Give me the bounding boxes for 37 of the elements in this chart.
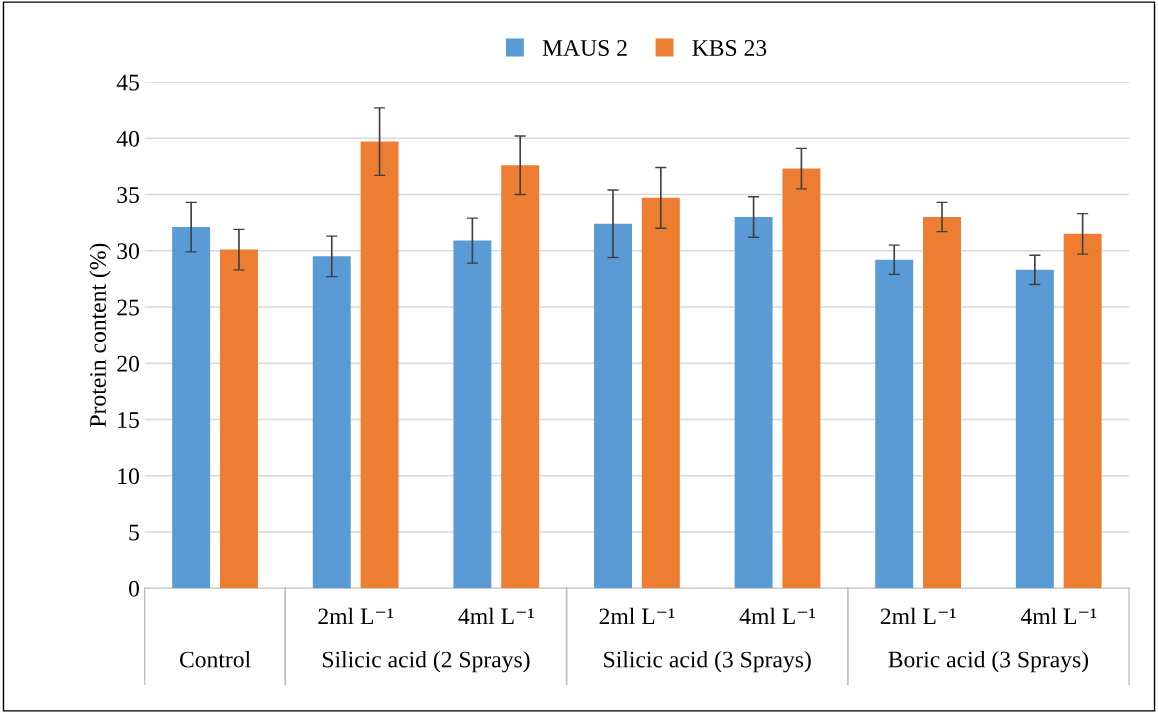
bar [360, 141, 399, 589]
bar [453, 240, 492, 589]
bar [501, 165, 540, 589]
bar [172, 227, 211, 589]
y-axis-title: Protein content (%) [89, 243, 111, 427]
bar [734, 216, 773, 589]
y-tick-label: 0 [128, 580, 139, 597]
text: Silicic acid (2 Sprays) [322, 650, 530, 673]
bar [923, 216, 962, 589]
text: Silicic acid (3 Sprays) [604, 650, 811, 673]
x-tick-label: 4ml L⁻¹ [739, 607, 815, 625]
bar [219, 249, 258, 589]
y-tick-label: 30 [117, 243, 139, 260]
bar [1015, 269, 1054, 589]
bar [594, 223, 632, 589]
text: Control [179, 650, 251, 668]
bar [1063, 233, 1102, 589]
legend-label: KBS 23 [692, 40, 767, 56]
y-tick-label: 20 [117, 355, 139, 372]
y-tick-label: 40 [116, 130, 139, 147]
x-tick-label: 2ml L⁻¹ [880, 607, 956, 625]
y-tick-label: 5 [129, 524, 139, 541]
y-tick-label: 25 [117, 299, 139, 316]
x-tick-label: 2ml L⁻¹ [599, 607, 675, 625]
x-tick-label: 4ml L⁻¹ [1020, 607, 1097, 625]
y-tick-label: 45 [116, 74, 139, 91]
bar [875, 259, 914, 589]
bar [641, 197, 680, 589]
x-tick-label: 2ml L⁻¹ [318, 607, 394, 625]
legend-label: MAUS 2 [542, 40, 627, 56]
x-tick-label: 4ml L⁻¹ [458, 607, 534, 625]
text: Boric acid (3 Sprays) [888, 650, 1089, 673]
bar [312, 256, 351, 589]
y-tick-label: 15 [118, 412, 139, 428]
bar [782, 168, 821, 589]
y-tick-label: 35 [117, 187, 139, 203]
y-tick-label: 10 [118, 468, 139, 485]
